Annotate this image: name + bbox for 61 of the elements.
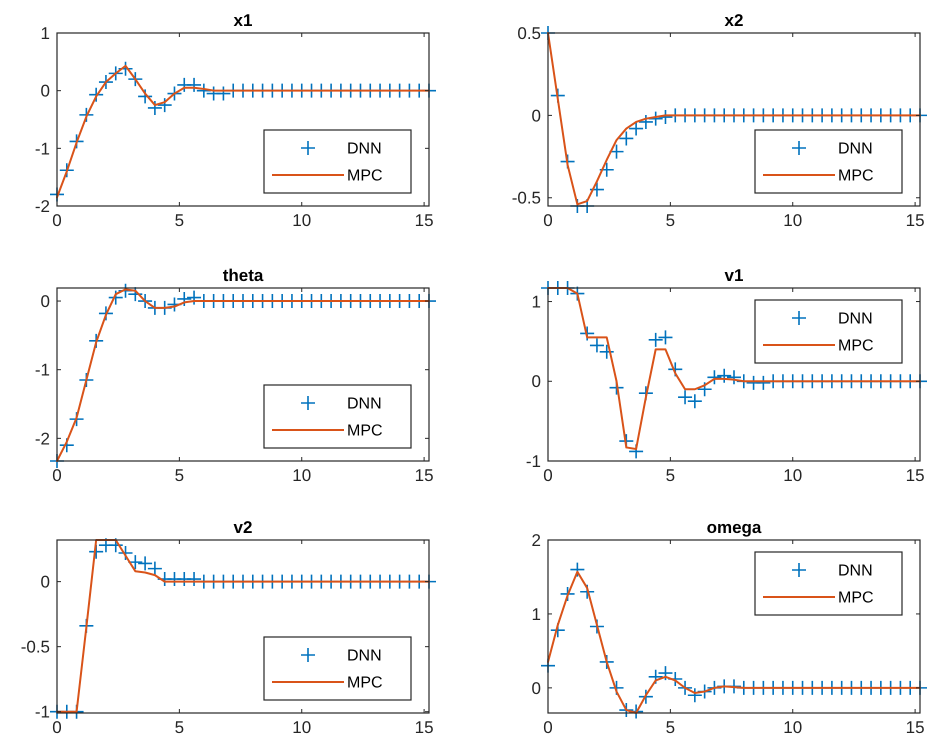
legend-label: MPC <box>347 422 383 440</box>
x-tick-label: 10 <box>292 211 312 230</box>
legend-label: MPC <box>838 590 874 607</box>
y-tick-label: -1 <box>34 139 50 158</box>
x-tick-label: 5 <box>666 466 676 485</box>
x-tick-label: 10 <box>292 718 312 737</box>
x-tick-label: 10 <box>783 211 802 230</box>
x-tick-label: 10 <box>292 466 312 485</box>
x-tick-label: 5 <box>174 718 184 737</box>
x-tick-label: 5 <box>666 718 676 737</box>
legend-label: MPC <box>347 674 383 692</box>
chart-title: v1 <box>724 266 744 285</box>
chart-title: omega <box>706 518 762 537</box>
x-tick-label: 5 <box>174 466 184 485</box>
y-tick-label: -2 <box>34 196 50 216</box>
chart-title: x2 <box>724 11 744 30</box>
y-tick-label: 0 <box>532 106 541 126</box>
y-tick-label: -0.5 <box>512 188 541 208</box>
x-tick-label: 15 <box>414 466 434 485</box>
y-tick-label: -1 <box>34 702 50 722</box>
x-tick-label: 0 <box>52 466 62 485</box>
x-tick-label: 15 <box>906 466 925 485</box>
y-tick-label: -2 <box>34 429 50 448</box>
x-tick-label: 15 <box>906 718 925 737</box>
y-tick-label: 0 <box>40 292 50 311</box>
x-tick-label: 0 <box>543 718 553 737</box>
y-tick-label: 1 <box>532 604 541 624</box>
chart-title: theta <box>222 266 264 285</box>
y-tick-label: -1 <box>526 452 541 471</box>
x-tick-label: 5 <box>666 211 676 230</box>
chart-title: x1 <box>234 11 252 30</box>
x-tick-label: 15 <box>414 718 434 737</box>
x-tick-label: 15 <box>414 211 434 230</box>
legend-label: DNN <box>347 396 382 413</box>
legend-label: MPC <box>347 168 383 185</box>
y-tick-label: 1 <box>40 24 50 43</box>
legend-label: DNN <box>838 562 873 580</box>
x-tick-label: 0 <box>543 211 553 230</box>
legend-label: MPC <box>838 338 874 355</box>
legend-label: DNN <box>347 648 382 665</box>
legend-label: DNN <box>347 140 382 158</box>
x-tick-label: 0 <box>543 466 553 485</box>
y-tick-label: -1 <box>34 360 50 380</box>
y-tick-label: 0 <box>40 572 50 592</box>
y-tick-label: 1 <box>532 292 541 312</box>
x-tick-label: 10 <box>783 718 802 737</box>
y-tick-label: 0 <box>532 678 541 698</box>
x-tick-label: 5 <box>174 211 184 230</box>
y-tick-label: 0 <box>40 82 50 101</box>
x-tick-label: 10 <box>783 466 802 485</box>
x-tick-label: 0 <box>52 211 62 230</box>
y-tick-label: 0 <box>532 372 541 392</box>
y-tick-label: -0.5 <box>20 638 50 657</box>
x-tick-label: 15 <box>906 211 925 230</box>
y-tick-label: 2 <box>532 530 541 550</box>
legend-label: DNN <box>838 140 873 158</box>
x-tick-label: 0 <box>52 718 62 737</box>
y-tick-label: 0.5 <box>517 24 541 43</box>
legend-label: MPC <box>838 168 874 185</box>
chart-title: v2 <box>234 518 252 537</box>
legend-label: DNN <box>838 310 873 328</box>
